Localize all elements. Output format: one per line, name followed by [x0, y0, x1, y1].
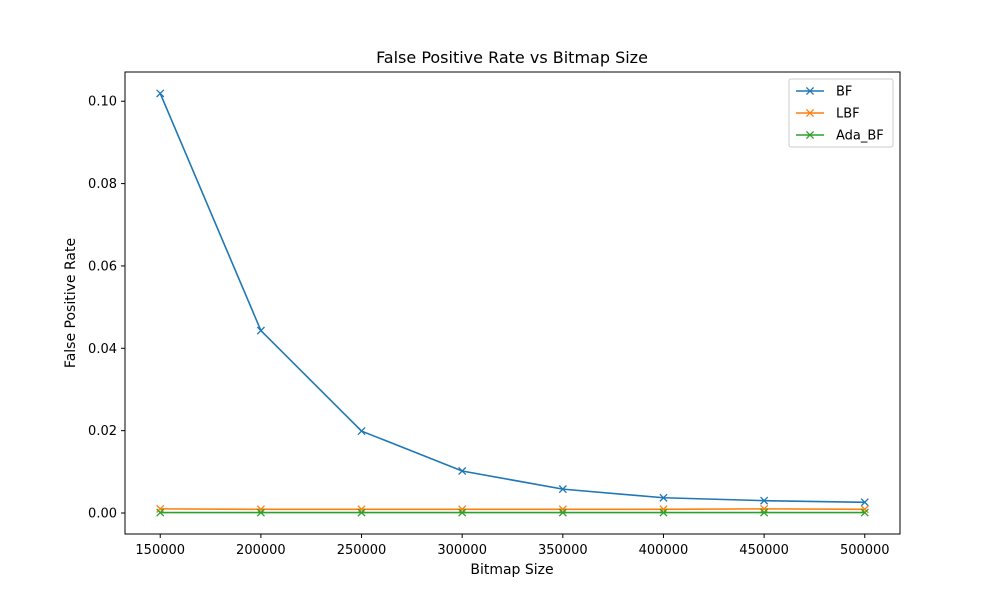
data-point-lbf [458, 505, 467, 514]
x-tick-label: 450000 [739, 543, 789, 558]
y-tick-label: 0.08 [88, 177, 117, 192]
data-point-bf [256, 326, 265, 335]
legend-item-lbf: LBF [796, 107, 860, 122]
data-point-ada-bf [357, 508, 366, 517]
data-point-lbf [256, 505, 265, 514]
y-tick-label: 0.04 [88, 342, 117, 357]
chart-title: False Positive Rate vs Bitmap Size [376, 48, 648, 67]
x-tick-label: 350000 [538, 543, 588, 558]
x-tick-label: 250000 [337, 543, 387, 558]
legend: BF LBF Ada_BF [788, 78, 894, 148]
data-point-bf [659, 493, 668, 502]
data-point-ada-bf [458, 508, 467, 517]
data-point-lbf [558, 505, 567, 514]
data-point-lbf [760, 504, 769, 513]
legend-label: Ada_BF [836, 129, 884, 144]
legend-item-ada-bf: Ada_BF [796, 129, 884, 144]
x-tick-label: 500000 [840, 543, 890, 558]
x-tick-label: 400000 [639, 543, 689, 558]
data-point-ada-bf [760, 508, 769, 517]
x-tick-label: 300000 [437, 543, 487, 558]
data-point-lbf [659, 505, 668, 514]
x-tick-label: 200000 [236, 543, 286, 558]
data-point-bf [458, 466, 467, 476]
data-point-lbf [156, 504, 165, 513]
data-point-lbf [860, 505, 869, 514]
data-point-lbf [357, 505, 366, 514]
series-layer [156, 89, 869, 517]
legend-label: BF [836, 85, 852, 100]
data-point-ada-bf [156, 508, 165, 517]
x-axis-ticks: 150000 200000 250000 300000 350000 400000 4500… [135, 534, 890, 558]
x-axis-label: Bitmap Size [470, 562, 553, 578]
legend-frame [788, 78, 894, 148]
data-point-bf [156, 89, 165, 98]
y-axis-label: False Positive Rate [63, 238, 79, 368]
legend-item-bf: BF [796, 85, 852, 100]
plot-area [124, 71, 901, 535]
y-tick-label: 0.06 [88, 259, 117, 274]
series-line-bf [159, 93, 865, 504]
data-point-bf [860, 498, 869, 507]
data-point-bf [558, 485, 567, 494]
data-point-bf [357, 426, 366, 436]
data-point-bf [760, 496, 769, 505]
x-tick-label: 150000 [135, 543, 185, 558]
data-point-ada-bf [659, 508, 668, 517]
y-tick-label: 0.00 [88, 507, 117, 522]
y-axis-ticks: 0.00 0.02 0.04 0.06 0.08 0.10 [88, 95, 125, 522]
data-point-ada-bf [256, 508, 265, 517]
data-point-ada-bf [860, 508, 869, 517]
legend-label: LBF [836, 107, 860, 122]
y-tick-label: 0.10 [88, 95, 117, 110]
data-point-ada-bf [558, 508, 567, 517]
y-tick-label: 0.02 [88, 424, 117, 439]
